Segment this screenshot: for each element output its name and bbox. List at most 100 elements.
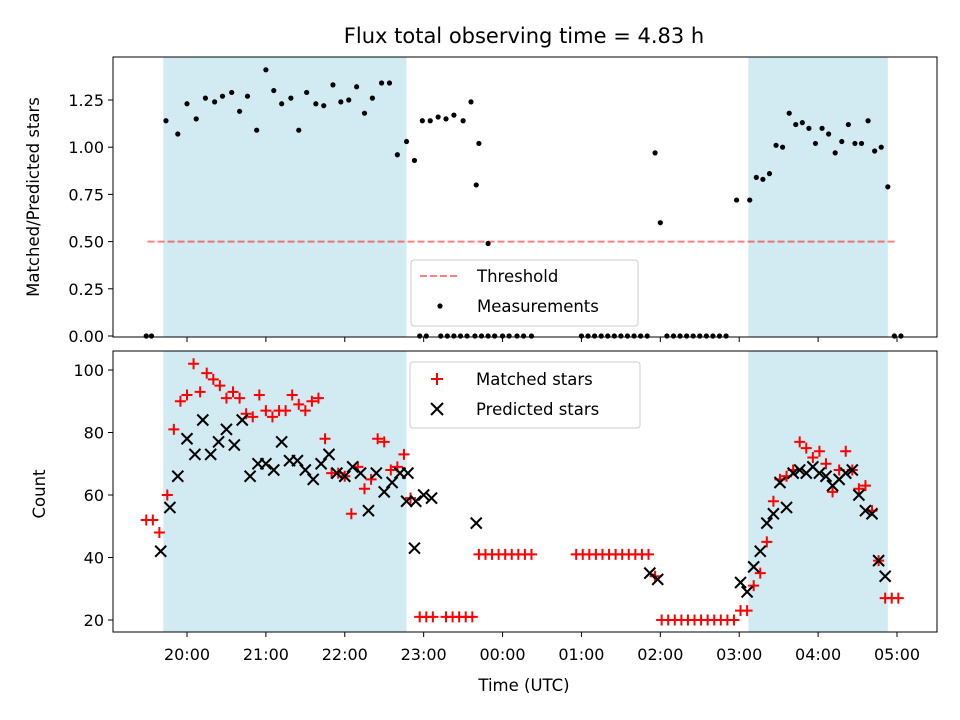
top-y-ticks: 0.00 0.25 0.50 0.75 1.00 1.25 [68,91,113,346]
measurement-point [664,333,670,339]
predicted-star-point [773,476,787,489]
predicted-star-point [760,516,774,530]
legend-matched-label: Matched stars [476,370,593,389]
matched-star-point [728,614,740,626]
measurement-point [417,333,423,339]
legend-threshold-label: Threshold [476,267,558,286]
predicted-star-point [154,545,167,558]
predicted-star-point [385,476,399,489]
shaded-interval-bottom-1 [748,351,888,632]
predicted-star-point [865,507,879,520]
predicted-star-point [400,495,413,508]
measurement-point [288,95,294,101]
measurement-point [143,333,149,339]
measurement-point [279,101,285,107]
measurement-point [451,333,457,339]
measurement-point [321,103,327,109]
measurement-point [427,118,433,124]
predicted-star-point [767,507,780,520]
bottom-x-tick-label: 05:00 [874,645,920,664]
predicted-star-point [846,463,859,477]
predicted-star-point [409,495,422,508]
predicted-star-point [408,541,421,555]
measurement-point [747,197,753,203]
matched-star-point [365,473,377,485]
predicted-star-point [470,516,483,530]
measurement-point [716,333,723,339]
matched-star-point [466,611,478,623]
predicted-star-point [793,463,806,477]
matched-star-point [761,536,773,548]
measurement-point [585,333,591,339]
measurement-point [839,138,845,145]
measurement-point [271,87,277,94]
matched-star-point [840,445,852,457]
bottom-y-axis-label: Count [30,469,49,519]
bottom-y-tick-label: 100 [73,361,104,380]
measurement-point [338,99,344,105]
predicted-star-point [180,432,194,445]
measurement-point [670,333,677,339]
predicted-star-point [734,576,747,589]
measurement-point [478,333,485,339]
predicted-star-point [291,454,304,467]
measurement-point [703,333,709,339]
predicted-star-point [786,466,800,480]
measurement-point [773,142,779,148]
measurement-point [394,152,400,158]
predicted-star-point [196,413,209,427]
measurement-point [369,95,375,101]
predicted-stars-points [154,413,892,599]
bottom-x-tick-label: 21:00 [243,645,289,664]
top-y-axis-label: Matched/Predicted stars [24,97,43,297]
predicted-star-point [338,470,351,483]
matched-star-point [227,386,239,398]
predicted-star-point [275,435,288,449]
measurement-point [438,333,444,339]
matched-star-point [286,389,298,401]
matched-star-point [741,605,753,617]
matched-star-point [260,405,272,417]
measurement-point [514,333,520,339]
top-axes-frame [112,56,938,338]
measurement-point [304,89,310,96]
matched-star-point [378,436,390,448]
predicted-star-point [299,463,312,477]
measurement-point [780,144,786,150]
bottom-x-tick-label: 04:00 [795,645,841,664]
measurement-point [403,138,410,145]
predicted-star-point [307,473,320,486]
measurement-point [378,80,385,86]
matched-star-point [319,433,331,445]
measurement-point [236,108,243,114]
matched-star-point [194,386,206,398]
predicted-star-point [740,585,754,599]
legend-matched-swatch [431,373,443,385]
top-y-tick-label: 0.25 [68,280,104,299]
measurement-point [492,333,498,339]
top-y-tick-label: 0.00 [68,327,104,346]
measurement-point [631,333,637,339]
predicted-star-point [370,466,383,480]
matched-star-point [853,483,865,495]
measurement-point [202,95,209,101]
measurement-point [148,333,155,339]
matched-star-point [293,398,305,410]
matched-star-point [820,458,832,470]
predicted-star-point [322,448,336,461]
shaded-interval-bottom-0 [163,351,407,632]
measurement-point [472,333,478,339]
measurement-point [786,110,792,116]
measurement-point [697,333,703,339]
figure-title: Flux total observing time = 4.83 h [344,24,704,48]
measurement-point [806,125,812,131]
predicted-star-point [643,566,657,580]
measurement-point [819,125,825,131]
bottom-x-tick-label: 23:00 [401,645,447,664]
matched-star-point [359,483,370,495]
predicted-star-point [401,466,415,480]
matched-star-point [161,489,173,501]
matched-star-point [280,405,292,417]
bottom-y-tick-label: 40 [84,549,104,568]
predicted-star-point [354,466,367,480]
